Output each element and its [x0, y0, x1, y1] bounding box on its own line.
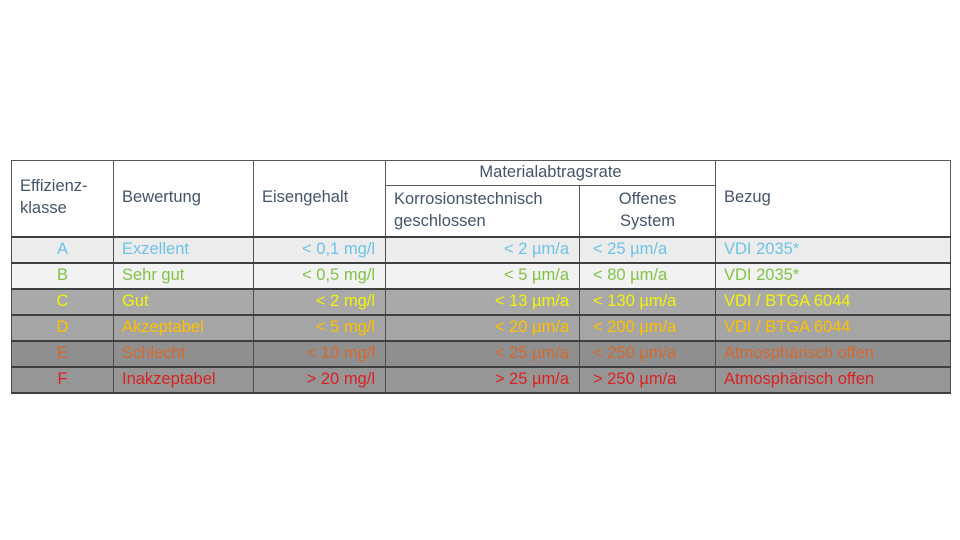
cell-geschlossen: < 20 µm/a [385, 313, 580, 342]
cell-bezug: VDI / BTGA 6044 [715, 287, 951, 316]
efficiency-class-table: Effizienz- klasse Bewertung Eisengehalt … [11, 160, 951, 394]
table-row-b: B Sehr gut < 0,5 mg/l < 5 µm/a < 80 µm/a… [11, 261, 951, 290]
cell-geschlossen: < 25 µm/a [385, 339, 580, 368]
cell-klasse: A [11, 235, 114, 264]
header-bezug: Bezug [715, 160, 951, 237]
cell-eisengehalt: < 0,1 mg/l [253, 235, 386, 264]
header-row-top: Effizienz- klasse Bewertung Eisengehalt … [11, 160, 951, 237]
cell-geschlossen: < 2 µm/a [385, 235, 580, 264]
cell-geschlossen: < 13 µm/a [385, 287, 580, 316]
efficiency-class-table-container: Effizienz- klasse Bewertung Eisengehalt … [11, 160, 951, 394]
table-row-a: A Exzellent < 0,1 mg/l < 2 µm/a < 25 µm/… [11, 235, 951, 264]
header-bewertung: Bewertung [113, 160, 254, 237]
header-effizienzklasse: Effizienz- klasse [11, 160, 114, 237]
cell-bewertung: Gut [113, 287, 254, 316]
cell-bewertung: Sehr gut [113, 261, 254, 290]
table-row-f: F Inakzeptabel > 20 mg/l > 25 µm/a > 250… [11, 365, 951, 394]
table-row-c: C Gut < 2 mg/l < 13 µm/a < 130 µm/a VDI … [11, 287, 951, 316]
header-eisengehalt: Eisengehalt [253, 160, 386, 237]
cell-klasse: E [11, 339, 114, 368]
cell-eisengehalt: < 2 mg/l [253, 287, 386, 316]
cell-eisengehalt: < 5 mg/l [253, 313, 386, 342]
cell-bezug: Atmosphärisch offen [715, 339, 951, 368]
header-materialabtragsrate: Materialabtragsrate [385, 160, 716, 186]
cell-bezug: VDI / BTGA 6044 [715, 313, 951, 342]
cell-eisengehalt: < 0,5 mg/l [253, 261, 386, 290]
cell-bezug: VDI 2035* [715, 235, 951, 264]
header-offenes-system: Offenes System [579, 185, 716, 237]
table-row-e: E Schlecht < 10 mg/l < 25 µm/a < 250 µm/… [11, 339, 951, 368]
cell-geschlossen: < 5 µm/a [385, 261, 580, 290]
header-korrosionstechnisch-geschlossen: Korrosionstechnisch geschlossen [385, 185, 580, 237]
header-row-sub: Korrosionstechnisch geschlossen Offenes … [12, 185, 951, 237]
cell-klasse: D [11, 313, 114, 342]
cell-bewertung: Inakzeptabel [113, 365, 254, 394]
table-header: Effizienz- klasse Bewertung Eisengehalt … [11, 160, 951, 237]
cell-klasse: F [11, 365, 114, 394]
cell-offen: < 250 µm/a [579, 339, 716, 368]
cell-eisengehalt: < 10 mg/l [253, 339, 386, 368]
cell-bezug: VDI 2035* [715, 261, 951, 290]
cell-klasse: B [11, 261, 114, 290]
table-body: A Exzellent < 0,1 mg/l < 2 µm/a < 25 µm/… [11, 235, 951, 394]
cell-offen: < 130 µm/a [579, 287, 716, 316]
cell-geschlossen: > 25 µm/a [385, 365, 580, 394]
cell-bewertung: Akzeptabel [113, 313, 254, 342]
cell-bezug: Atmosphärisch offen [715, 365, 951, 394]
cell-offen: > 250 µm/a [579, 365, 716, 394]
cell-bewertung: Exzellent [113, 235, 254, 264]
cell-eisengehalt: > 20 mg/l [253, 365, 386, 394]
cell-offen: < 200 µm/a [579, 313, 716, 342]
cell-klasse: C [11, 287, 114, 316]
table-row-d: D Akzeptabel < 5 mg/l < 20 µm/a < 200 µm… [11, 313, 951, 342]
cell-bewertung: Schlecht [113, 339, 254, 368]
cell-offen: < 80 µm/a [579, 261, 716, 290]
cell-offen: < 25 µm/a [579, 235, 716, 264]
